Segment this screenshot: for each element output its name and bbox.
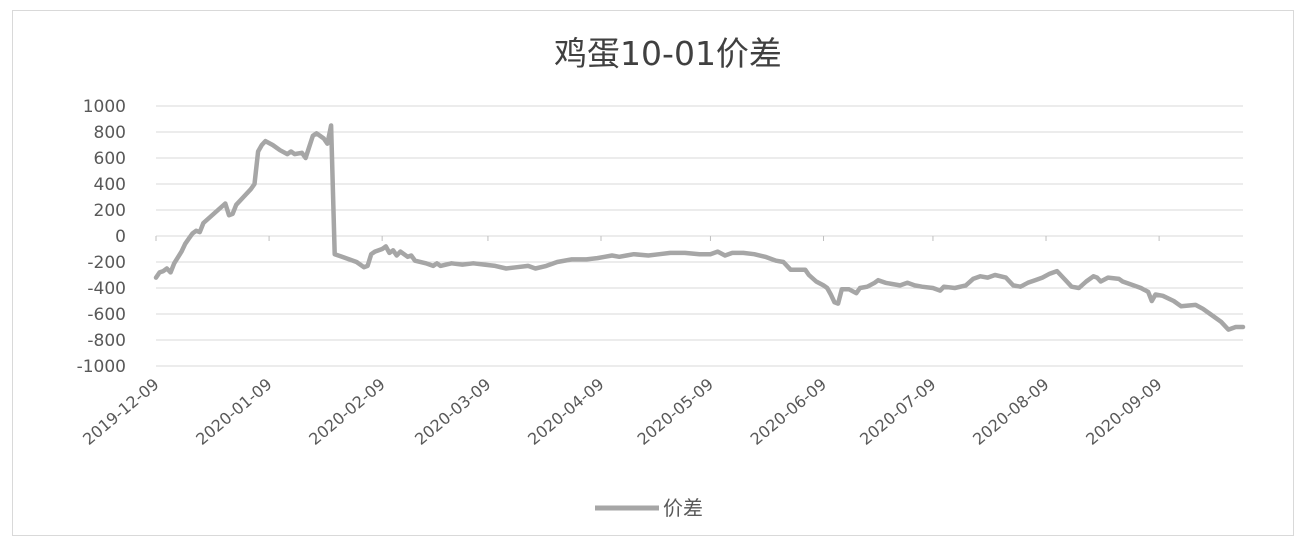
y-tick-label: 600 — [94, 149, 126, 169]
chart-title: 鸡蛋10-01价差 — [554, 34, 782, 73]
y-tick-label: -400 — [87, 279, 126, 299]
y-tick-label: -1000 — [77, 357, 126, 377]
y-tick-label: 400 — [94, 175, 126, 195]
y-tick-label: -600 — [87, 305, 126, 325]
y-tick-label: 200 — [94, 201, 126, 221]
x-tick-label: 2020-08-09 — [969, 375, 1052, 449]
x-tick-label: 2019-12-09 — [79, 375, 162, 449]
y-tick-label: 0 — [115, 227, 126, 247]
y-tick-label: -800 — [87, 331, 126, 351]
x-tick-label: 2020-05-09 — [634, 375, 717, 449]
x-tick-label: 2020-07-09 — [856, 375, 939, 449]
y-tick-label: 800 — [94, 123, 126, 143]
y-tick-label: -200 — [87, 253, 126, 273]
y-tick-label: 1000 — [83, 97, 126, 117]
y-axis-ticks: 1000 800 600 400 200 0 -200 -400 -600 -800 -1000 — [77, 97, 126, 377]
chart-frame: 鸡蛋10-01价差 1000 800 600 400 200 0 -200 -400 -600 -… — [12, 10, 1294, 536]
series-line-0 — [153, 123, 1246, 332]
legend-label: 价差 — [663, 496, 703, 520]
x-tick-label: 2020-03-09 — [411, 375, 494, 449]
line-chart: 鸡蛋10-01价差 1000 800 600 400 200 0 -200 -400 -600 -… — [77, 34, 1246, 520]
legend: 价差 — [595, 496, 703, 520]
x-tick-label: 2020-04-09 — [524, 375, 607, 449]
x-axis-ticks: 2019-12-09 2020-01-09 2020-02-09 2020-03-09… — [79, 375, 1166, 449]
x-tick-label: 2020-01-09 — [192, 375, 275, 449]
x-axis — [155, 235, 1243, 241]
x-tick-label: 2020-02-09 — [305, 375, 388, 449]
x-tick-label: 2020-06-09 — [747, 375, 830, 449]
x-tick-label: 2020-09-09 — [1082, 375, 1165, 449]
series-layer — [153, 123, 1246, 332]
